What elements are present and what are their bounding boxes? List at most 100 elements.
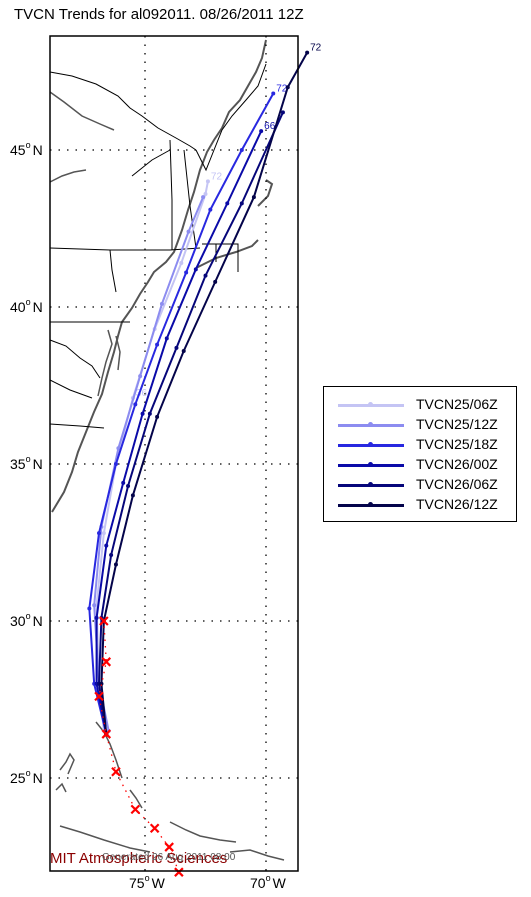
- legend-label: TVCN25/06Z: [416, 396, 498, 412]
- track-line: [100, 52, 309, 735]
- land-boundary: [49, 71, 197, 151]
- legend-marker: [368, 462, 373, 467]
- forecast-hour-label: 72: [276, 83, 288, 94]
- track-point: [99, 681, 104, 686]
- track-point: [239, 201, 244, 206]
- land-boundary: [109, 249, 117, 293]
- track-point: [259, 129, 264, 134]
- legend-item: TVCN25/12Z: [324, 415, 516, 435]
- land-boundary: [129, 789, 143, 809]
- legend-label: TVCN25/18Z: [416, 436, 498, 452]
- lon-tick-label: 75o W: [129, 873, 166, 891]
- best-track-marker: [174, 867, 184, 877]
- legend-item: TVCN26/06Z: [324, 475, 516, 495]
- track-point: [239, 148, 244, 152]
- track-point: [179, 261, 184, 266]
- land-boundaries: [49, 39, 285, 861]
- track-point: [130, 493, 135, 498]
- land-boundary: [51, 39, 267, 513]
- track-point: [174, 345, 179, 350]
- track-tvcn25-12z: [92, 195, 206, 733]
- track-point: [201, 195, 206, 200]
- land-boundary: [49, 91, 115, 131]
- track-point: [133, 402, 138, 407]
- track-point: [193, 267, 198, 272]
- land-boundary: [195, 63, 267, 172]
- land-boundary: [49, 339, 101, 379]
- land-boundary: [229, 849, 285, 861]
- track-point: [181, 348, 186, 353]
- track-line: [88, 92, 275, 735]
- track-point: [113, 562, 118, 567]
- land-boundary: [49, 247, 201, 251]
- forecast-hour-label: 66: [264, 121, 276, 132]
- track-point: [94, 615, 99, 620]
- track-point: [155, 414, 160, 419]
- legend: TVCN25/06Z TVCN25/12Z TVCN25/18Z TVCN26/00Z…: [323, 386, 517, 522]
- land-boundary: [115, 335, 121, 371]
- forecast-hour-label: 72: [211, 171, 223, 182]
- track-point: [126, 483, 131, 488]
- track-point: [213, 279, 218, 284]
- track-point: [251, 195, 256, 200]
- forecast-tracks: 36 72 72 66 72: [87, 43, 322, 737]
- track-point: [104, 543, 109, 548]
- track-point: [155, 342, 160, 347]
- track-point: [271, 91, 276, 96]
- land-boundary: [49, 169, 87, 183]
- track-tvcn25-18z: 72: [87, 83, 288, 737]
- track-point: [101, 531, 106, 536]
- land-boundary: [169, 139, 173, 250]
- credit-text: MIT Atmospheric Sciences: [50, 850, 228, 867]
- legend-marker: [368, 422, 373, 427]
- track-point: [121, 480, 126, 485]
- track-point: [97, 531, 102, 536]
- track-point: [305, 50, 310, 55]
- track-point: [87, 606, 92, 611]
- legend-label: TVCN26/06Z: [416, 476, 498, 492]
- legend-label: TVCN26/12Z: [416, 496, 498, 512]
- legend-item: TVCN25/18Z: [324, 435, 516, 455]
- land-boundary: [55, 782, 67, 793]
- lat-tick-label: 30o N: [10, 611, 43, 629]
- land-boundary: [49, 423, 105, 429]
- best-track-marker: [101, 657, 112, 667]
- lat-tick-label: 40o N: [10, 297, 43, 315]
- track-point: [184, 270, 189, 275]
- track-point: [140, 411, 145, 416]
- track-point: [116, 446, 121, 451]
- forecast-hour-label: 72: [310, 43, 322, 54]
- best-track-marker: [101, 729, 112, 739]
- track-point: [159, 301, 164, 306]
- forecast-hour-label: 36: [136, 388, 148, 399]
- track-point: [164, 336, 169, 341]
- land-boundary: [49, 379, 93, 399]
- legend-item: TVCN26/00Z: [324, 455, 516, 475]
- best-track-marker: [130, 804, 141, 815]
- best-track-marker: [111, 766, 121, 777]
- land-boundary: [59, 825, 151, 853]
- track-point: [203, 191, 208, 196]
- lat-tick-label: 25o N: [10, 768, 43, 786]
- track-point: [92, 603, 97, 608]
- legend-label: TVCN26/00Z: [416, 456, 498, 472]
- track-line: [98, 111, 284, 735]
- legend-marker: [368, 402, 373, 407]
- land-boundary: [131, 149, 171, 177]
- land-boundary: [59, 752, 75, 775]
- legend-marker: [368, 502, 373, 507]
- best-track-marker: [94, 691, 104, 702]
- track-point: [109, 553, 114, 558]
- best-track-marker: [149, 823, 160, 834]
- land-boundary: [95, 721, 123, 779]
- track-point: [147, 411, 152, 416]
- chart-title: TVCN Trends for al092011. 08/26/2011 12Z: [14, 6, 304, 23]
- track-point: [280, 110, 285, 115]
- lat-tick-label: 45o N: [10, 140, 43, 158]
- lon-tick-label: 70o W: [250, 873, 287, 891]
- land-boundary: [257, 179, 274, 207]
- legend-item: TVCN25/06Z: [324, 395, 516, 415]
- generated-stamp: Generated 26 Aug 2011 08:00: [102, 852, 236, 863]
- legend-item: TVCN26/12Z: [324, 495, 516, 515]
- best-track-marker: [99, 616, 109, 626]
